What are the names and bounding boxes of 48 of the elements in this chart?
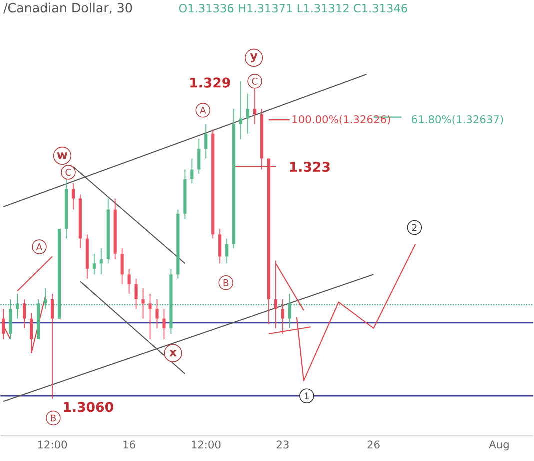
candlestick [92,254,96,276]
candlestick [23,299,26,329]
chart-title: /Canadian Dollar, 30 [4,2,132,14]
x-tick-label: 16 [124,440,136,449]
candlestick [198,138,201,174]
candlestick [134,278,138,310]
candlestick [281,299,285,334]
candlestick [253,86,257,125]
candlestick [142,288,145,320]
annotation: w [57,152,68,160]
annotation: A [36,244,43,250]
candlestick [162,308,166,340]
candlestick [240,80,243,140]
annotation: 100.00%(1.32626) [292,115,390,125]
x-tick-label: 23 [276,440,289,449]
candlestick [204,124,208,160]
text: y [250,53,258,63]
candlestick [226,238,229,264]
x-tick-label: 12:00 [38,440,68,449]
annotation: C [252,78,258,85]
candlestick [50,294,54,400]
candlestick [128,268,131,294]
candlestick [156,299,159,329]
annotation: A [200,107,206,114]
chart-subtitle: O1.31336 H1.31371 L1.31312 C1.31346 [179,4,408,13]
annotation: x [170,350,177,357]
candlestick [72,183,75,210]
candlestick [218,228,222,264]
annotation: 1.329 [190,78,230,88]
annotation: 61.80%(1.32637) [412,115,504,125]
candlestick [246,93,250,134]
candlestick [190,158,194,184]
text: B [51,414,56,422]
annotation: 1.323 [290,162,330,172]
annotation: C [66,169,72,176]
candlestick [120,248,124,285]
candlestick [2,308,6,340]
candlestick [148,294,152,340]
x-tick-label: Aug [489,440,509,451]
candlestick [100,248,103,276]
candlestick [30,312,34,354]
candlestick [274,260,278,329]
annotation: 1 [304,392,310,400]
x-tick-label: 26 [368,440,380,449]
x-tick-label: 12:00 [192,440,221,449]
annotation: B [224,280,229,286]
text: 1.3060 [64,402,114,412]
annotation: 2 [412,224,417,232]
